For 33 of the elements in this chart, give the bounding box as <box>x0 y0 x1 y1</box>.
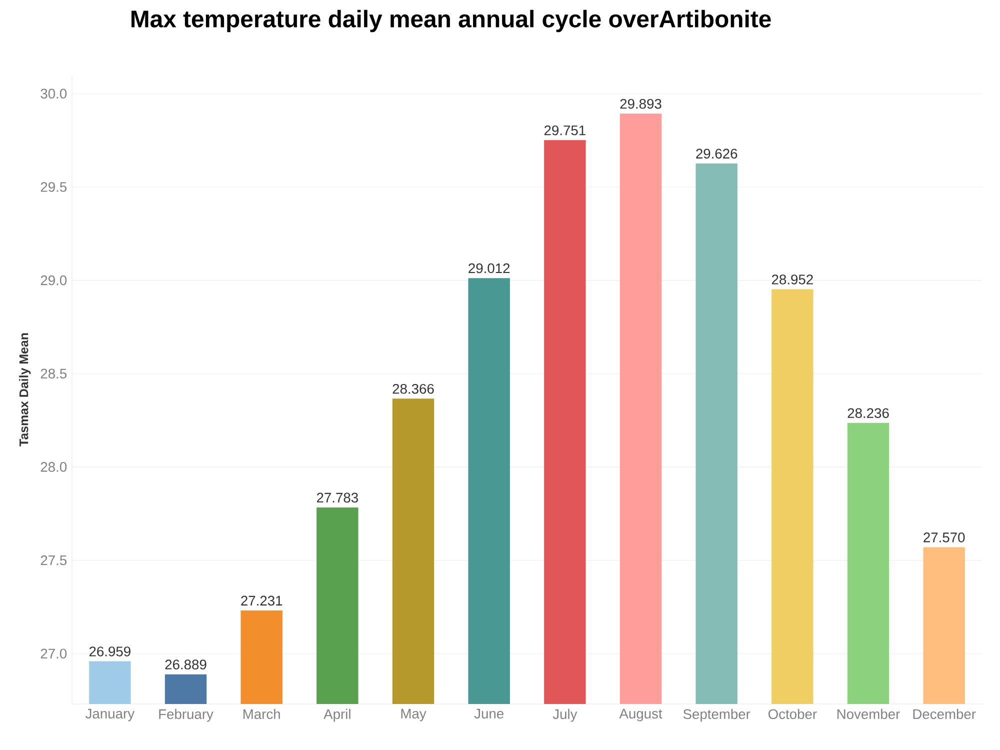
x-tick-label: December <box>913 708 976 720</box>
x-tick-label: May <box>401 708 426 722</box>
y-tick-label: 28.5 <box>40 368 67 379</box>
data-label: 26.889 <box>165 660 206 670</box>
x-tick-label: March <box>243 708 280 720</box>
y-axis-title: Tasmax Daily Mean <box>19 333 31 446</box>
data-label: 29.751 <box>544 125 586 136</box>
data-label: 27.231 <box>241 596 282 606</box>
x-tick-label: November <box>837 708 900 720</box>
y-tick-label: 27.5 <box>40 555 67 566</box>
x-tick-label: June <box>474 708 504 719</box>
x-tick-label: September <box>683 708 750 722</box>
x-tick-label: October <box>768 708 817 720</box>
data-label: 28.236 <box>848 408 889 418</box>
x-tick-label: January <box>86 708 135 722</box>
y-tick-label: 27.0 <box>40 648 67 658</box>
data-label: 29.893 <box>620 98 662 109</box>
x-tick-label: July <box>552 708 578 722</box>
data-label: 29.626 <box>696 148 738 159</box>
y-tick-label: 30.0 <box>40 88 67 99</box>
y-tick-label: 29.5 <box>40 182 67 192</box>
data-label: 28.952 <box>772 274 813 284</box>
data-label: 29.012 <box>468 263 510 274</box>
data-label: 27.783 <box>316 492 358 503</box>
y-tick-label: 28.0 <box>40 462 67 472</box>
y-tick-label: 29.0 <box>40 275 67 286</box>
x-tick-label: August <box>619 708 662 722</box>
data-label: 26.959 <box>89 646 130 656</box>
chart-title: Max temperature daily mean annual cycle overArtibonite <box>131 10 771 32</box>
data-label: 28.366 <box>392 384 434 394</box>
x-tick-label: April <box>324 708 350 722</box>
x-tick-label: February <box>159 708 214 722</box>
data-label: 27.570 <box>924 532 965 542</box>
